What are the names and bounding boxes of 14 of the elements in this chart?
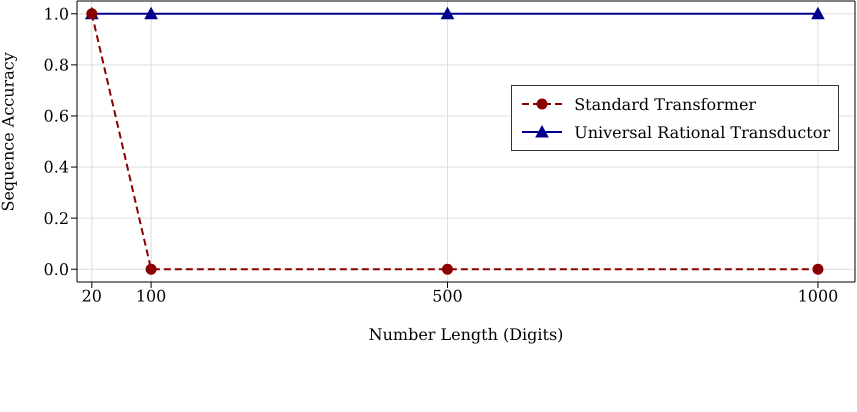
y-tick-label: 0.4 — [44, 158, 69, 177]
x-tick-label: 1000 — [798, 286, 838, 306]
y-axis-title: Sequence Accuracy — [0, 52, 18, 212]
legend-label: Universal Rational Transductor — [574, 122, 830, 142]
y-tick-label: 0.2 — [44, 208, 69, 228]
x-axis-title: Number Length (Digits) — [368, 325, 564, 344]
y-tick-label: 0.6 — [44, 106, 69, 126]
x-tick-label: 100 — [136, 286, 166, 306]
y-tick-label: 1.0 — [44, 4, 69, 24]
x-tick-label: 500 — [432, 286, 463, 306]
y-tick-label: 0.8 — [44, 56, 69, 75]
x-tick-label: 20 — [82, 286, 102, 306]
y-tick-label: 0.0 — [44, 260, 69, 279]
legend-label: Standard Transformer — [574, 94, 756, 114]
